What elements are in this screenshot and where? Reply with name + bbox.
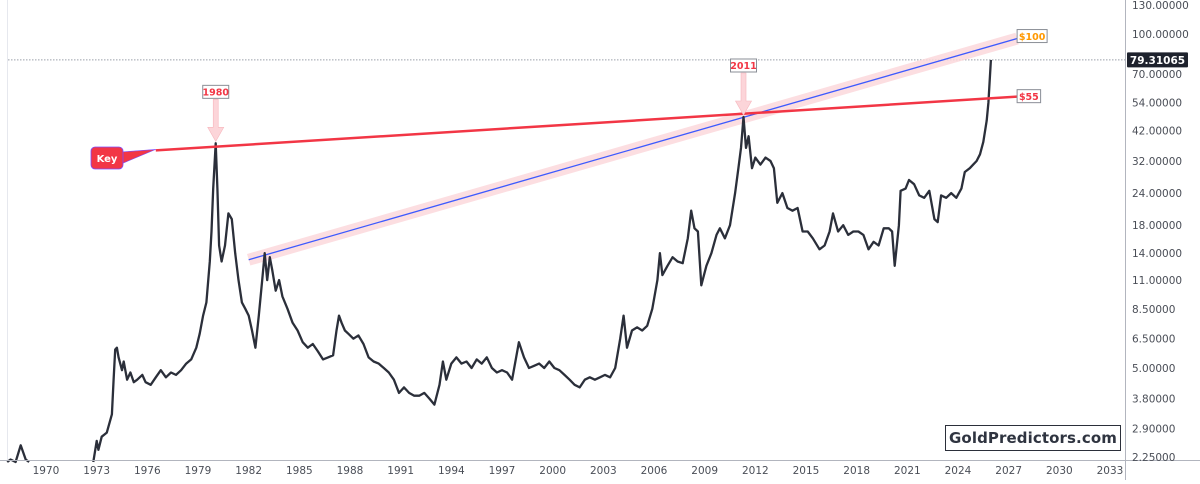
x-tick-label: 1988	[337, 465, 364, 477]
callout-box[interactable]	[202, 84, 230, 99]
x-tick-label: 1976	[134, 465, 161, 477]
y-axis[interactable]: 130.00000 100.00000 70.00000 54.00000 42.000…	[1132, 0, 1189, 464]
y-tick-label: 130.00000	[1132, 0, 1189, 12]
key-flag[interactable]	[90, 146, 124, 170]
price-label: $100	[1019, 32, 1046, 43]
x-axis[interactable]: 1970 1973 1976 1979 1982 1985 1988 1991 1994 1997…	[33, 465, 1124, 477]
x-tick-label: 1970	[33, 465, 60, 477]
y-tick-label: 3.80000	[1132, 394, 1175, 406]
last-price-tag: 79.31065	[1127, 52, 1188, 68]
x-tick-label: 1982	[235, 465, 262, 477]
price-line	[6, 444, 30, 464]
trendlines-layer	[247, 32, 1019, 266]
key-resistance-line[interactable]	[155, 95, 1018, 152]
x-tick-label: 1973	[83, 465, 110, 477]
x-tick-label: 1994	[438, 465, 465, 477]
x-tick-label: 1991	[387, 465, 414, 477]
callout-arrow-icon	[734, 72, 753, 116]
x-tick-label: 2021	[894, 465, 921, 477]
x-tick-label: 2033	[1097, 465, 1124, 477]
svg-text:79.31065: 79.31065	[1130, 55, 1185, 67]
x-tick-label: 2003	[590, 465, 617, 477]
y-tick-label: 6.50000	[1132, 334, 1175, 346]
y-tick-label: 18.00000	[1132, 220, 1182, 232]
x-tick-label: 1985	[286, 465, 313, 477]
y-tick-label: 42.00000	[1132, 126, 1182, 138]
x-tick-label: 2030	[1046, 465, 1073, 477]
callout-label: 1980	[203, 87, 230, 98]
price-label: $55	[1019, 92, 1039, 103]
y-tick-label: 8.50000	[1132, 304, 1175, 316]
y-tick-label: 54.00000	[1132, 98, 1182, 110]
x-tick-label: 2015	[793, 465, 820, 477]
price-line	[92, 59, 993, 463]
y-tick-label: 2.25000	[1132, 452, 1175, 464]
y-tick-label: 5.00000	[1132, 363, 1175, 375]
x-tick-label: 2012	[742, 465, 769, 477]
y-tick-label: 11.00000	[1132, 275, 1182, 287]
x-tick-label: 2018	[843, 465, 870, 477]
series-layer	[6, 59, 993, 464]
y-tick-label: 24.00000	[1132, 188, 1182, 200]
x-tick-label: 2006	[641, 465, 668, 477]
y-tick-label: 2.90000	[1132, 424, 1175, 436]
x-tick-label: 2027	[995, 465, 1022, 477]
x-tick-label: 2000	[539, 465, 566, 477]
y-tick-label: 32.00000	[1132, 156, 1182, 168]
x-tick-label: 1979	[185, 465, 212, 477]
callout-label: 2011	[730, 61, 756, 72]
price-label-box[interactable]	[1016, 29, 1048, 44]
y-tick-label: 100.00000	[1132, 29, 1189, 41]
watermark-logo: GoldPredictors.com	[945, 425, 1121, 451]
blue-trendline[interactable]	[248, 37, 1018, 261]
x-tick-label: 2009	[691, 465, 718, 477]
x-tick-label: 2024	[945, 465, 972, 477]
annotations-layer: Key 1980 2011 $100 $55	[90, 29, 1048, 170]
callout-box[interactable]	[730, 58, 758, 73]
y-tick-label: 14.00000	[1132, 248, 1182, 260]
price-label-box[interactable]	[1016, 89, 1042, 104]
key-flag-label: Key	[97, 154, 118, 165]
callout-arrow-icon	[207, 99, 225, 142]
y-tick-label: 70.00000	[1132, 69, 1182, 81]
x-tick-label: 1997	[489, 465, 516, 477]
